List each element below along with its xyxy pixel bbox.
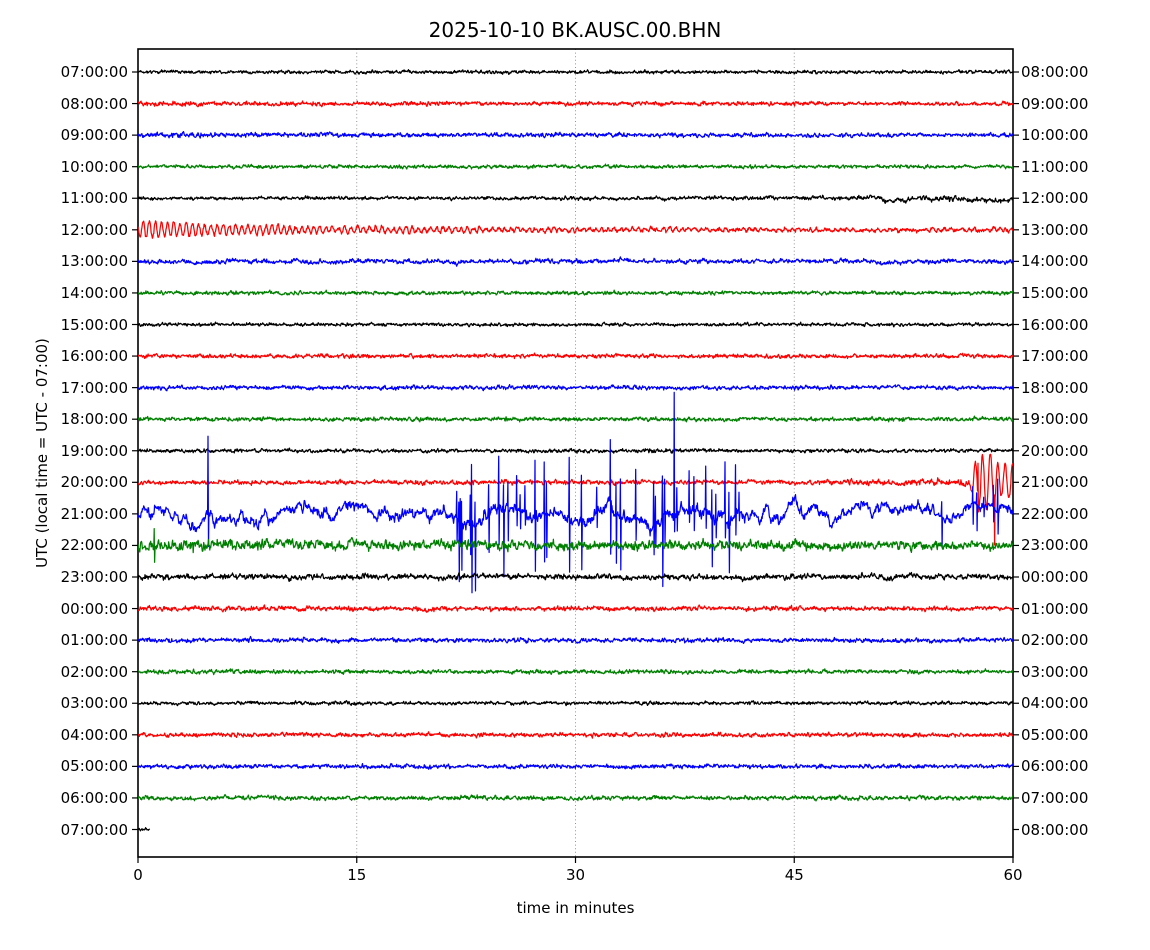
utc-time-label: 01:00:00 <box>60 631 128 650</box>
local-time-label: 22:00:00 <box>1021 504 1089 523</box>
utc-time-label: 07:00:00 <box>60 63 128 81</box>
local-time-label: 08:00:00 <box>1021 820 1089 839</box>
local-time-label: 03:00:00 <box>1021 662 1089 681</box>
utc-time-label: 14:00:00 <box>60 283 128 302</box>
utc-time-label: 07:00:00 <box>60 820 128 839</box>
utc-time-label: 05:00:00 <box>60 757 128 776</box>
utc-time-label: 08:00:00 <box>60 94 128 113</box>
seismic-trace-row-17 <box>138 604 1013 613</box>
local-time-label: 11:00:00 <box>1021 157 1089 176</box>
local-time-label: 21:00:00 <box>1021 473 1089 492</box>
local-time-label: 02:00:00 <box>1021 631 1089 650</box>
seismic-trace-row-24 <box>138 827 151 832</box>
utc-time-label: 21:00:00 <box>60 504 128 523</box>
seismic-trace-row-8 <box>138 321 1013 328</box>
utc-time-label: 10:00:00 <box>60 157 128 176</box>
local-time-label: 00:00:00 <box>1021 568 1089 586</box>
local-time-label: 12:00:00 <box>1021 189 1089 208</box>
seismic-trace-row-5 <box>138 220 1013 239</box>
utc-time-label: 04:00:00 <box>60 725 128 744</box>
seismic-trace-row-9 <box>138 352 1013 360</box>
utc-time-label: 06:00:00 <box>60 788 128 807</box>
seismic-trace-row-19 <box>138 668 1013 676</box>
utc-time-label: 12:00:00 <box>60 220 128 239</box>
seismic-trace-row-2 <box>138 130 1013 139</box>
seismic-trace-row-1 <box>138 100 1013 108</box>
local-time-label: 06:00:00 <box>1021 757 1089 776</box>
x-tick-label: 0 <box>133 866 143 884</box>
utc-time-label: 19:00:00 <box>60 441 128 460</box>
seismic-trace-row-10 <box>138 383 1013 392</box>
local-time-label: 19:00:00 <box>1021 410 1089 429</box>
seismic-trace-row-3 <box>138 163 1013 170</box>
utc-time-label: 09:00:00 <box>60 126 128 145</box>
seismic-trace-row-23 <box>138 793 1013 802</box>
local-time-label: 20:00:00 <box>1021 441 1089 460</box>
seismic-trace-row-0 <box>138 69 1013 75</box>
local-time-label: 18:00:00 <box>1021 378 1089 397</box>
utc-time-label: 20:00:00 <box>60 473 128 492</box>
local-time-label: 23:00:00 <box>1021 536 1089 555</box>
local-time-label: 14:00:00 <box>1021 252 1089 271</box>
seismic-trace-row-6 <box>138 256 1013 267</box>
seismic-trace-row-14 <box>138 391 1013 594</box>
seismic-trace-row-7 <box>138 289 1013 296</box>
local-time-label: 08:00:00 <box>1021 63 1089 81</box>
x-tick-label: 30 <box>565 866 586 884</box>
seismic-trace-row-11 <box>138 415 1013 423</box>
seismic-trace-row-21 <box>138 731 1013 739</box>
seismic-trace-row-13 <box>138 453 1013 546</box>
utc-time-label: 18:00:00 <box>60 410 128 429</box>
utc-time-label: 17:00:00 <box>60 378 128 397</box>
utc-time-label: 23:00:00 <box>60 568 128 586</box>
local-time-label: 15:00:00 <box>1021 283 1089 302</box>
utc-time-label: 16:00:00 <box>60 347 128 366</box>
seismic-trace-row-18 <box>138 635 1013 645</box>
utc-time-label: 02:00:00 <box>60 662 128 681</box>
x-tick-label: 15 <box>347 866 367 884</box>
x-tick-label: 60 <box>1003 866 1023 884</box>
chart-title: 2025-10-10 BK.AUSC.00.BHN <box>428 18 722 42</box>
y-axis-label: UTC (local time = UTC - 07:00) <box>33 338 51 568</box>
local-time-label: 13:00:00 <box>1021 220 1089 239</box>
local-time-label: 07:00:00 <box>1021 788 1089 807</box>
x-axis-label: time in minutes <box>516 899 635 917</box>
local-time-label: 17:00:00 <box>1021 347 1089 366</box>
utc-time-label: 00:00:00 <box>60 599 128 618</box>
local-time-label: 16:00:00 <box>1021 315 1089 334</box>
local-time-label: 04:00:00 <box>1021 694 1089 713</box>
utc-time-label: 13:00:00 <box>60 252 128 271</box>
local-time-label: 01:00:00 <box>1021 599 1089 618</box>
local-time-label: 05:00:00 <box>1021 725 1089 744</box>
x-tick-label: 45 <box>784 866 804 884</box>
seismic-trace-row-12 <box>138 447 1013 454</box>
seismic-trace-row-15 <box>138 527 1013 563</box>
seismic-trace-row-22 <box>138 762 1013 770</box>
utc-time-label: 15:00:00 <box>60 315 128 334</box>
seismic-trace-row-20 <box>138 699 1013 707</box>
seismic-trace-row-16 <box>138 571 1013 583</box>
utc-time-label: 03:00:00 <box>60 694 128 713</box>
local-time-label: 09:00:00 <box>1021 94 1089 113</box>
utc-time-label: 22:00:00 <box>60 536 128 555</box>
seismic-trace-row-4 <box>138 194 1013 205</box>
utc-time-label: 11:00:00 <box>60 189 128 208</box>
local-time-label: 10:00:00 <box>1021 126 1089 145</box>
